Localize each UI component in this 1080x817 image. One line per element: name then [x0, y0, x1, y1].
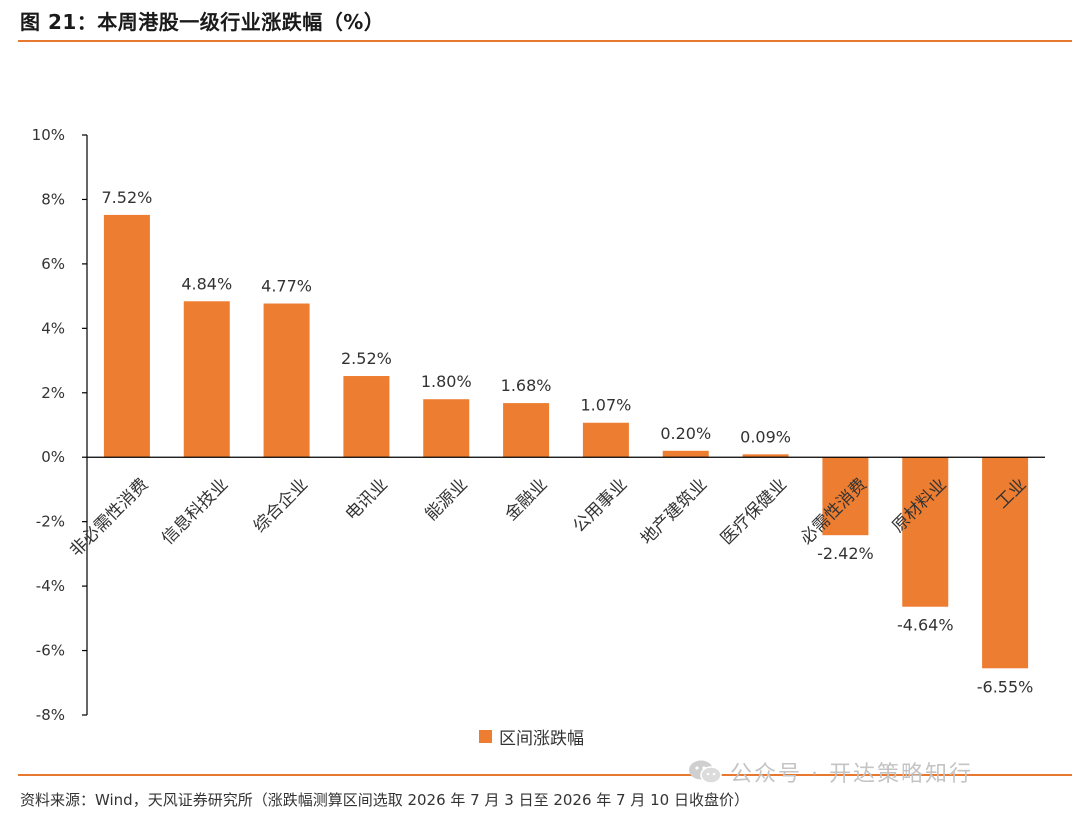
category-label: 金融业	[501, 475, 551, 525]
figure-title: 图 21：本周港股一级行业涨跌幅（%）	[20, 10, 385, 34]
category-label: 能源业	[422, 475, 472, 525]
bar	[263, 303, 310, 458]
category-label: 非必需性消费	[66, 475, 152, 561]
wechat-icon	[689, 760, 722, 784]
bar	[822, 457, 869, 536]
y-tick-label: -6%	[36, 642, 65, 660]
y-tick-label: 8%	[41, 190, 65, 208]
data-label: -4.64%	[897, 616, 954, 635]
y-tick-label: -4%	[36, 577, 65, 595]
y-tick-label: 6%	[41, 255, 65, 273]
category-label: 综合企业	[250, 475, 312, 537]
data-label: -2.42%	[817, 544, 874, 563]
watermark-text: 公众号 · 开达策略知行	[730, 762, 973, 787]
bar	[982, 457, 1029, 669]
bar	[103, 214, 150, 458]
category-label: 公用事业	[569, 475, 631, 537]
legend-label: 区间涨跌幅	[499, 729, 584, 749]
data-label: 1.07%	[581, 396, 632, 415]
watermark: 公众号 · 开达策略知行	[688, 756, 973, 788]
category-label: 电讯业	[342, 475, 392, 525]
bar	[742, 454, 789, 458]
data-label: 1.80%	[421, 372, 472, 391]
legend-swatch	[479, 730, 492, 743]
bar	[343, 376, 390, 458]
data-label: -6.55%	[977, 677, 1034, 696]
bar	[902, 457, 949, 607]
y-tick-label: 10%	[32, 126, 65, 144]
y-tick-label: 0%	[41, 448, 65, 466]
category-label: 地产建筑业	[637, 475, 711, 549]
category-label: 信息科技业	[158, 475, 232, 549]
y-tick-label: -2%	[36, 513, 65, 531]
header-rule	[18, 40, 1072, 42]
y-tick-label: 2%	[41, 384, 65, 402]
category-label: 医疗保健业	[717, 475, 791, 549]
bars	[87, 214, 1045, 669]
source-note: 资料来源：Wind，天风证券研究所（涨跌幅测算区间选取 2026 年 7 月 3…	[20, 791, 749, 809]
bar	[582, 422, 629, 458]
data-label: 0.20%	[660, 424, 711, 443]
bar	[503, 403, 550, 458]
bar	[662, 450, 709, 458]
footer-rule	[18, 774, 1072, 776]
y-tick-label: 4%	[41, 319, 65, 337]
y-tick-label: -8%	[36, 706, 65, 724]
legend: 区间涨跌幅	[479, 729, 584, 749]
bar	[423, 399, 470, 458]
category-labels: 非必需性消费 信息科技业 综合企业 电讯业 能源业 金融业 公用事业 地产建筑业 医疗保健业 必需…	[66, 475, 1030, 561]
data-label: 2.52%	[341, 349, 392, 368]
data-labels: 7.52% 4.84% 4.77% 2.52% 1.80% 1.68% 1.07% 0.20%…	[102, 188, 1034, 696]
bar	[183, 301, 230, 458]
data-label: 1.68%	[501, 376, 552, 395]
data-label: 7.52%	[102, 188, 153, 207]
y-axis: 10% 8% 6% 4% 2% 0% -2% -4% -6% -8%	[32, 126, 88, 724]
data-label: 0.09%	[740, 427, 791, 446]
data-label: 4.84%	[181, 274, 232, 293]
data-label: 4.77%	[261, 277, 312, 296]
